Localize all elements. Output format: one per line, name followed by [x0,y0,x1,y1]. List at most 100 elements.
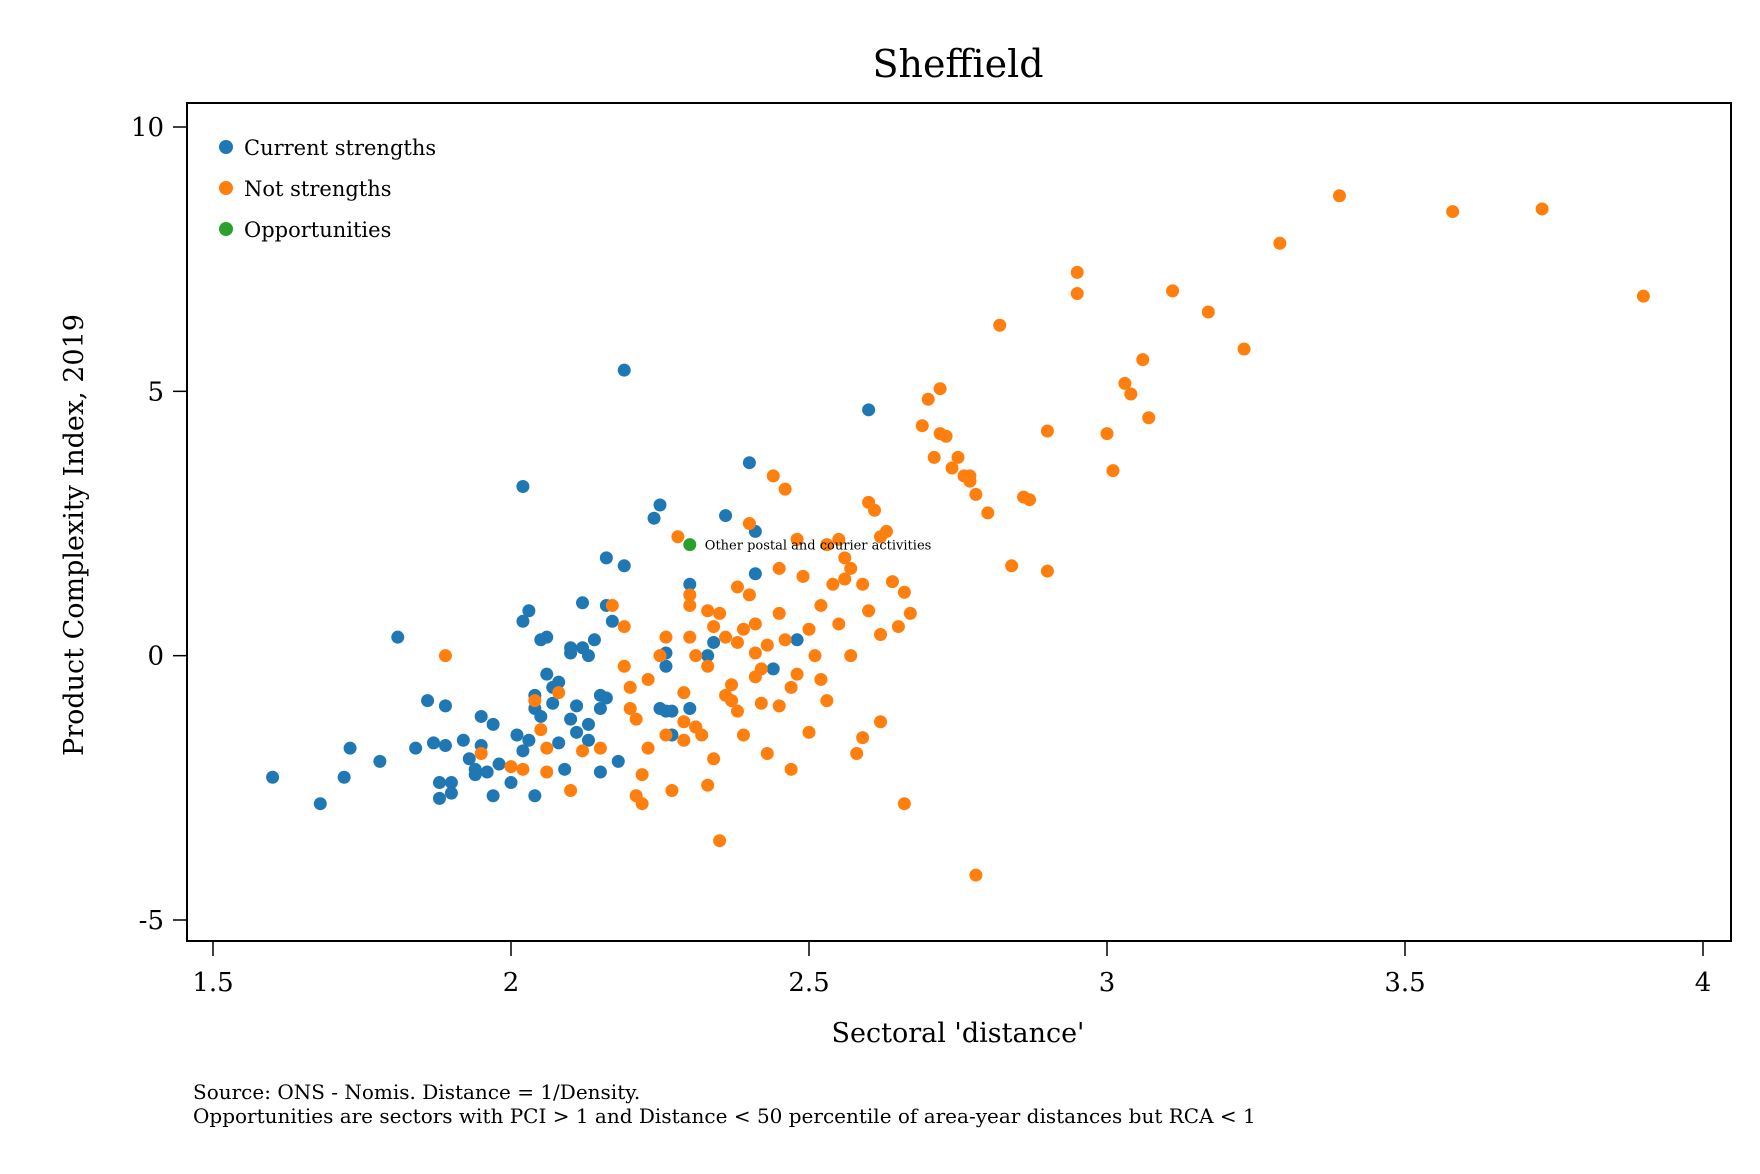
point-not-strengths [736,728,750,742]
point-not-strengths [659,630,673,644]
point-not-strengths [766,469,780,483]
point-current-strengths [462,752,476,766]
point-current-strengths [599,691,613,705]
point-not-strengths [504,760,518,774]
point-current-strengths [534,709,548,723]
point-current-strengths [391,630,405,644]
point-not-strengths [707,752,721,766]
point-current-strengths [516,479,530,493]
point-not-strengths [641,672,655,686]
point-current-strengths [480,765,494,779]
point-not-strengths [981,506,995,520]
point-not-strengths [1446,205,1460,219]
point-current-strengths [540,630,554,644]
y-axis-label: Product Complexity Index, 2019 [59,314,90,756]
point-not-strengths [730,635,744,649]
point-not-strengths [641,741,655,755]
point-current-strengths [486,789,500,803]
point-not-strengths [814,598,828,612]
point-not-strengths [1136,353,1150,367]
point-not-strengths [695,728,709,742]
point-not-strengths [784,762,798,776]
point-not-strengths [635,768,649,782]
point-not-strengths [623,702,637,716]
point-current-strengths [742,456,756,470]
point-not-strengths [730,580,744,594]
point-current-strengths [576,596,590,610]
point-not-strengths [921,392,935,406]
point-current-strengths [665,704,679,718]
point-current-strengths [486,717,500,731]
point-not-strengths [838,572,852,586]
point-current-strengths [432,776,446,790]
point-not-strengths [671,530,685,544]
point-current-strengths [492,757,506,771]
y-tick-label: 5 [147,377,164,407]
point-current-strengths [570,725,584,739]
point-not-strengths [605,598,619,612]
point-current-strengths [707,635,721,649]
point-current-strengths [432,791,446,805]
point-not-strengths [653,649,667,663]
point-not-strengths [790,667,804,681]
point-current-strengths [444,776,458,790]
point-not-strengths [713,606,727,620]
point-not-strengths [629,712,643,726]
point-current-strengths [748,567,762,581]
point-not-strengths [903,606,917,620]
point-current-strengths [581,717,595,731]
point-not-strengths [540,741,554,755]
point-not-strengths [528,694,542,708]
point-current-strengths [587,633,601,647]
point-not-strengths [742,517,756,530]
point-not-strengths [1118,376,1132,390]
y-tick-label: 0 [147,642,164,672]
point-not-strengths [1106,464,1120,478]
point-not-strengths [1124,387,1138,401]
point-current-strengths [564,641,578,655]
point-annotation: Other postal and courier activities [705,539,932,554]
point-not-strengths [1142,411,1156,425]
point-not-strengths [736,622,750,636]
point-not-strengths [778,633,792,647]
point-current-strengths [468,768,482,782]
point-not-strengths [677,733,691,747]
point-not-strengths [772,561,786,575]
point-not-strengths [725,678,739,692]
point-not-strengths [534,723,548,737]
point-not-strengths [742,588,756,602]
x-tick-label: 3 [1099,968,1116,998]
point-not-strengths [564,783,578,797]
legend-marker [219,222,233,236]
point-current-strengths [659,659,673,673]
point-current-strengths [510,728,524,742]
point-not-strengths [826,577,840,591]
point-not-strengths [1040,424,1054,438]
point-not-strengths [617,659,631,673]
point-current-strengths [552,675,566,689]
point-not-strengths [1201,305,1215,319]
point-current-strengths [581,733,595,747]
points-layer [266,189,1650,882]
point-not-strengths [856,577,870,591]
point-current-strengths [647,511,661,525]
point-not-strengths [593,741,607,755]
point-current-strengths [790,633,804,647]
point-not-strengths [1100,427,1114,441]
point-current-strengths [558,762,572,776]
point-not-strengths [683,598,697,612]
point-not-strengths [844,561,858,575]
point-current-strengths [343,741,357,755]
point-current-strengths [701,649,715,663]
point-not-strengths [885,575,899,589]
chart-title: Sheffield [872,42,1043,86]
x-tick-label: 2 [503,968,520,998]
point-current-strengths [266,770,280,784]
point-current-strengths [540,667,554,681]
point-not-strengths [874,628,888,642]
point-not-strengths [719,688,733,702]
point-not-strengths [1636,289,1650,303]
point-not-strengths [778,482,792,496]
point-not-strengths [748,617,762,631]
